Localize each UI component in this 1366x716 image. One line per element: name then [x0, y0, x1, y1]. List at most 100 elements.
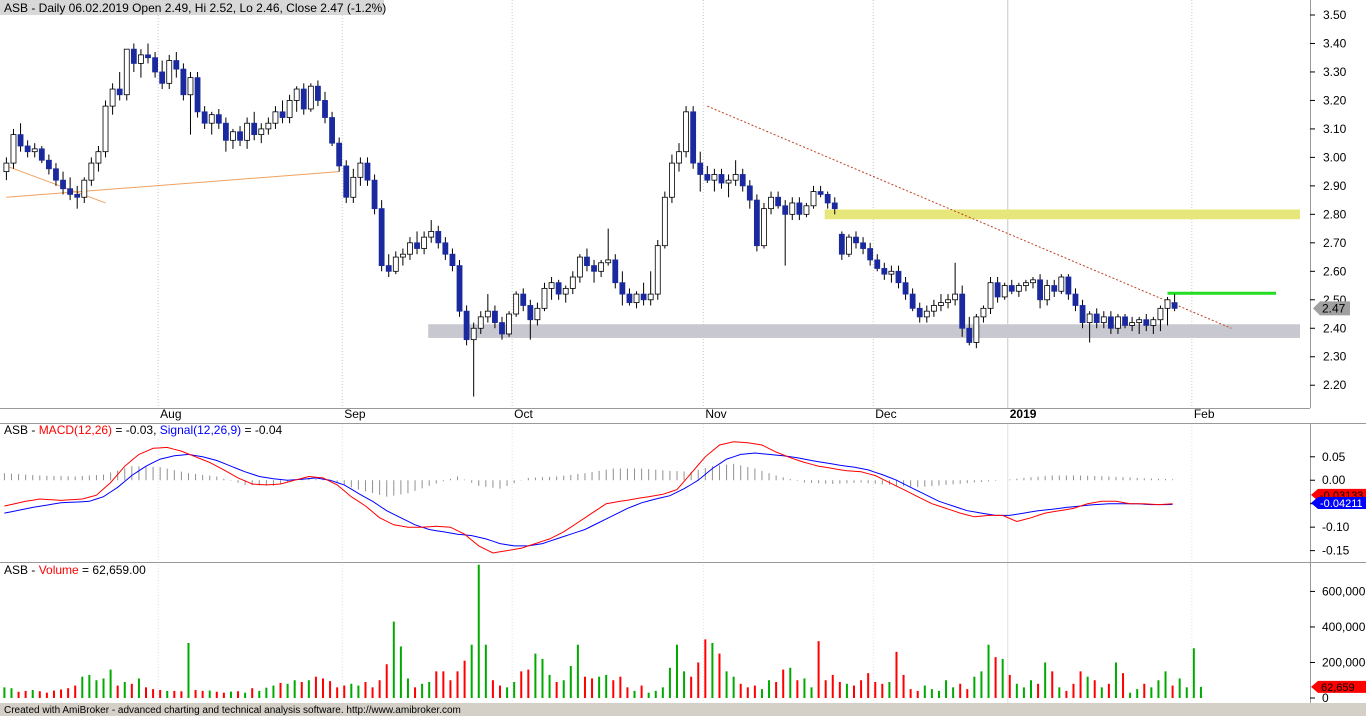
y-tick-label: -0.10 — [1322, 520, 1350, 534]
candle-body — [867, 248, 874, 261]
candle-body — [619, 282, 626, 295]
month-label: 2019 — [1010, 407, 1037, 421]
candle-body — [357, 162, 364, 178]
candle-body — [987, 282, 994, 309]
candle-body — [704, 174, 711, 181]
candle-body — [201, 111, 208, 124]
candle-body — [442, 242, 449, 255]
candle-body — [74, 194, 81, 198]
candle-body — [803, 205, 810, 215]
candle-body — [569, 276, 576, 289]
candle-body — [761, 208, 767, 247]
candle-body — [640, 293, 647, 301]
candle-body — [1023, 282, 1029, 286]
candle-body — [916, 307, 923, 318]
candle-body — [371, 179, 378, 210]
candle-body — [329, 117, 335, 144]
footer-text: Created with AmiBroker - advanced charti… — [4, 705, 461, 716]
candle-body — [215, 114, 222, 124]
candle-body — [860, 242, 866, 249]
candle-body — [605, 259, 612, 264]
y-tick-label: 2.30 — [1323, 350, 1347, 364]
candle-body — [1136, 319, 1143, 323]
candle-body — [102, 105, 109, 153]
y-tick-label: 200,000 — [1322, 655, 1366, 669]
candle-body — [966, 327, 973, 343]
volume-pane[interactable]: 0 200,000 400,000 600,000 62,659 ASB - Volum… — [0, 562, 1366, 706]
candle-body — [350, 176, 357, 198]
last-price-flag — [1313, 301, 1350, 316]
candle-body — [123, 48, 130, 96]
downtrend-line — [707, 105, 1232, 329]
candle-body — [17, 134, 24, 147]
candle-body — [477, 316, 484, 329]
candle-body — [584, 256, 590, 267]
volume-value-label: 62,659 — [1321, 682, 1355, 694]
volume-series-label: Volume — [39, 563, 79, 577]
candle-body — [95, 151, 102, 164]
footer-bg — [0, 703, 1366, 716]
candle-body — [272, 111, 279, 124]
candle-body — [1015, 285, 1022, 292]
candle-body — [923, 310, 930, 318]
candle-body — [1100, 316, 1107, 323]
y-tick-label: -0.15 — [1322, 544, 1350, 558]
y-tick-label: 2.20 — [1323, 378, 1347, 392]
candle-body — [237, 131, 243, 141]
macd-line — [4, 441, 1173, 554]
candle-body — [399, 253, 406, 258]
candle-body — [718, 174, 725, 184]
candle-body — [449, 253, 456, 267]
y-tick-label: 400,000 — [1322, 620, 1366, 634]
candle-body — [895, 270, 902, 284]
price-x-axis: Aug Sep Oct Nov Dec 2019 Feb — [0, 407, 1310, 421]
candle-body — [152, 57, 158, 73]
y-tick-label: 3.30 — [1323, 65, 1347, 79]
volume-y-axis: 0 200,000 400,000 600,000 62,659 — [1310, 563, 1366, 705]
candle-body — [1115, 316, 1121, 329]
volume-value-flag — [1311, 680, 1366, 693]
candle-body — [10, 134, 17, 164]
candle-body — [1065, 276, 1072, 295]
macd-pane[interactable]: 0.050.00-0.05-0.10-0.15-0.03133-0.04211 … — [0, 423, 1366, 562]
candle-body — [846, 236, 852, 255]
candle-body — [768, 196, 774, 210]
candle-body — [138, 54, 144, 64]
candle-body — [732, 174, 739, 181]
month-label: Aug — [160, 407, 181, 421]
candle-body — [725, 179, 732, 184]
candle-body — [492, 310, 498, 323]
candle-body — [421, 236, 428, 249]
candle-body — [81, 179, 88, 198]
candle-body — [669, 162, 675, 198]
candle-body — [676, 151, 682, 164]
candle-body — [336, 142, 343, 167]
candle-body — [817, 191, 824, 195]
candle-body — [945, 299, 951, 304]
candle-body — [1093, 313, 1100, 323]
volume-title-bg — [0, 563, 148, 577]
y-tick-label: 0.05 — [1322, 450, 1346, 464]
candle-body — [1122, 316, 1128, 326]
candle-body — [690, 111, 697, 164]
candle-body — [888, 270, 895, 275]
price-pane[interactable]: 2.202.302.402.502.602.702.802.903.003.10… — [0, 0, 1350, 703]
candle-body — [378, 208, 385, 267]
candle-body — [697, 162, 704, 175]
volume-title: ASB - Volume = 62,659.00 — [4, 563, 146, 577]
month-label: Oct — [514, 407, 533, 421]
signal-value-flag — [1311, 496, 1366, 509]
candle-body — [959, 293, 966, 329]
candle-body — [796, 202, 803, 215]
candle-body — [173, 60, 180, 70]
candle-body — [506, 313, 512, 335]
macd-title-bg — [0, 424, 282, 438]
price-title: ASB - Daily 06.02.2019 Open 2.49, Hi 2.5… — [4, 1, 386, 15]
y-tick-label: 3.50 — [1323, 8, 1347, 22]
candle-body — [180, 68, 187, 96]
y-tick-label: 3.40 — [1323, 36, 1347, 50]
candle-body — [994, 282, 1001, 298]
candle-body — [534, 307, 541, 321]
candle-body — [194, 77, 201, 113]
